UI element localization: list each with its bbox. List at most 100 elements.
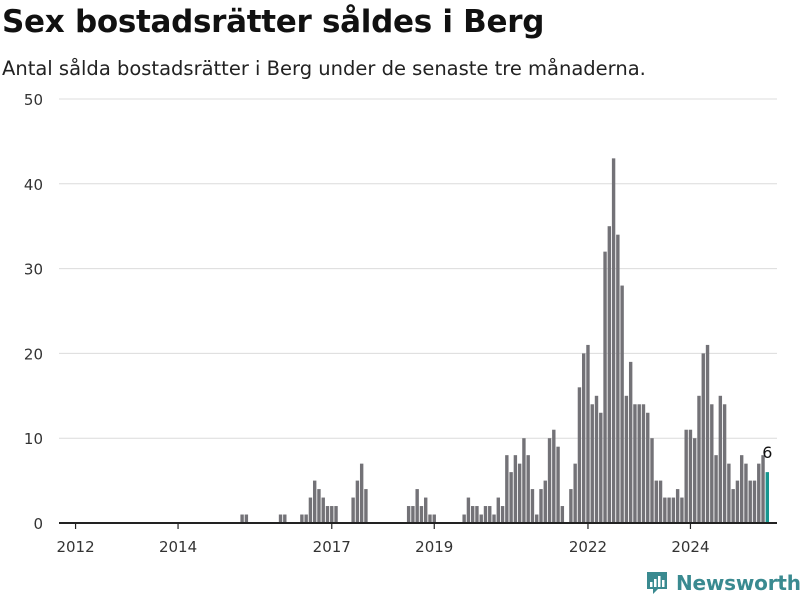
- bar: [735, 480, 740, 523]
- bar: [594, 395, 599, 523]
- bar: [312, 480, 317, 523]
- bar: [560, 506, 565, 523]
- bar: [705, 344, 710, 523]
- bar: [334, 506, 338, 523]
- bar: [505, 455, 509, 523]
- bar: [628, 361, 633, 523]
- bar: [701, 353, 705, 523]
- bar-highlight: [765, 472, 770, 523]
- bar: [488, 506, 492, 523]
- bar: [620, 285, 624, 523]
- bar: [757, 463, 761, 523]
- bar: [663, 497, 667, 523]
- bar: [522, 438, 526, 523]
- last-bar-label: 6: [762, 443, 772, 462]
- bar: [650, 438, 654, 523]
- bar: [599, 412, 603, 523]
- y-tick-label: 20: [24, 345, 43, 363]
- y-tick-label: 40: [24, 176, 43, 194]
- bar: [509, 472, 513, 523]
- bar: [283, 514, 287, 523]
- newsworthy-logo[interactable]: Newsworthy: [645, 570, 800, 596]
- y-tick-label: 0: [33, 515, 43, 533]
- bar: [462, 514, 466, 523]
- bar: [688, 429, 693, 523]
- bar: [611, 158, 616, 524]
- bar: [731, 489, 735, 523]
- chart-title: Sex bostadsrätter såldes i Berg: [2, 4, 545, 40]
- bar: [547, 438, 552, 523]
- bar: [684, 429, 688, 523]
- bar: [406, 506, 411, 523]
- bar: [304, 514, 308, 523]
- bar: [424, 497, 428, 523]
- x-tick-label: 2012: [56, 538, 94, 556]
- bar: [744, 463, 748, 523]
- bar: [569, 489, 573, 523]
- x-tick-label: 2022: [569, 538, 607, 556]
- bar: [675, 489, 680, 523]
- bar: [492, 514, 496, 523]
- bar: [240, 514, 244, 523]
- bar: [466, 497, 471, 523]
- y-tick-label: 10: [24, 430, 43, 448]
- bar: [308, 497, 313, 523]
- bar: [364, 489, 368, 523]
- bar: [355, 480, 360, 523]
- bar: [526, 455, 530, 523]
- bar: [680, 497, 684, 523]
- bar: [543, 480, 547, 523]
- bar: [539, 489, 543, 523]
- bar: [748, 480, 752, 523]
- bar: [419, 506, 424, 523]
- bar: [633, 404, 637, 523]
- y-tick-label: 30: [24, 261, 43, 279]
- bar: [718, 395, 723, 523]
- bar: [590, 404, 594, 523]
- bar: [654, 480, 658, 523]
- bar: [470, 506, 475, 523]
- bar: [359, 463, 364, 523]
- bar: [607, 226, 612, 523]
- bar: [411, 506, 415, 523]
- bar: [671, 497, 676, 523]
- bar: [761, 455, 765, 523]
- bar: [573, 463, 577, 523]
- bar: [582, 353, 586, 523]
- bar: [432, 514, 436, 523]
- bar: [727, 463, 731, 523]
- bar: [658, 480, 663, 523]
- bar: [646, 412, 650, 523]
- bar: [325, 506, 330, 523]
- bar: [637, 404, 641, 523]
- bar: [496, 497, 500, 523]
- bar: [641, 404, 646, 523]
- bar: [752, 480, 757, 523]
- bar: [517, 463, 522, 523]
- bar: [552, 429, 556, 523]
- bar: [475, 506, 479, 523]
- x-tick-label: 2019: [415, 538, 453, 556]
- bar: [697, 395, 701, 523]
- bar: [278, 514, 283, 523]
- bar: [428, 514, 432, 523]
- bar: [722, 404, 727, 523]
- bar: [586, 344, 590, 523]
- y-tick-label: 50: [24, 91, 43, 109]
- bar: [483, 506, 488, 523]
- bar: [693, 438, 697, 523]
- bar: [616, 234, 620, 523]
- bar: [714, 455, 718, 523]
- bar: [710, 404, 714, 523]
- bar: [535, 514, 539, 523]
- bar: [513, 455, 518, 523]
- x-tick-label: 2024: [671, 538, 709, 556]
- bar: [479, 514, 483, 523]
- bar: [317, 489, 321, 523]
- bar: [300, 514, 304, 523]
- bar: [321, 497, 325, 523]
- x-tick-label: 2014: [159, 538, 197, 556]
- bar: [244, 514, 249, 523]
- x-tick-label: 2017: [313, 538, 351, 556]
- logo-text: Newsworthy: [676, 571, 800, 595]
